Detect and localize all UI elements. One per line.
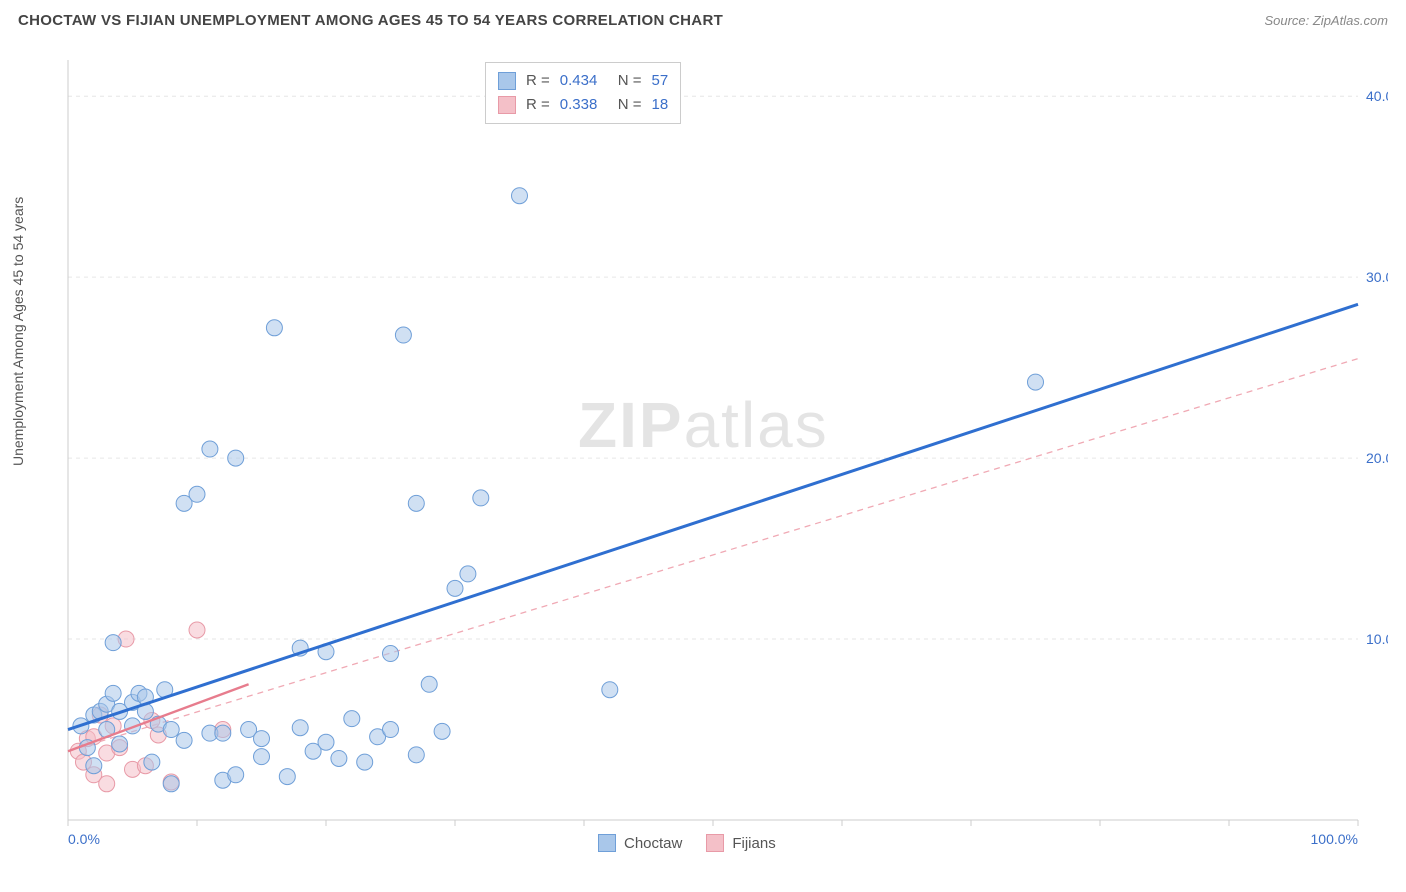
y-tick-label: 30.0% <box>1366 269 1388 285</box>
data-point <box>189 622 205 638</box>
data-point <box>176 732 192 748</box>
n-label: N = <box>618 69 642 93</box>
y-tick-label: 10.0% <box>1366 631 1388 647</box>
data-point <box>408 495 424 511</box>
data-point <box>512 188 528 204</box>
n-value: 57 <box>652 69 669 93</box>
stats-box: R = 0.434 N = 57 R = 0.338 N = 18 <box>485 62 681 124</box>
data-point <box>86 758 102 774</box>
data-point <box>344 711 360 727</box>
data-point <box>460 566 476 582</box>
y-tick-label: 20.0% <box>1366 450 1388 466</box>
chart-title: CHOCTAW VS FIJIAN UNEMPLOYMENT AMONG AGE… <box>18 12 723 29</box>
data-point <box>189 486 205 502</box>
stats-row: R = 0.434 N = 57 <box>498 69 668 93</box>
chart-area: Unemployment Among Ages 45 to 54 years 1… <box>18 46 1388 876</box>
data-point <box>602 682 618 698</box>
data-point <box>99 776 115 792</box>
scatter-chart: 10.0% 20.0% 30.0% 40.0% 0.0% 100.0% <box>18 46 1388 876</box>
data-point <box>215 725 231 741</box>
series-swatch <box>498 96 516 114</box>
data-point <box>105 635 121 651</box>
legend-label: Fijians <box>732 835 775 852</box>
data-point <box>434 723 450 739</box>
y-axis-label: Unemployment Among Ages 45 to 54 years <box>10 197 26 466</box>
series-swatch <box>498 72 516 90</box>
legend-swatch <box>598 834 616 852</box>
legend-item: Fijians <box>706 834 775 852</box>
legend: Choctaw Fijians <box>598 834 776 852</box>
data-point <box>266 320 282 336</box>
n-value: 18 <box>652 93 669 117</box>
data-point <box>408 747 424 763</box>
legend-item: Choctaw <box>598 834 682 852</box>
data-point <box>228 767 244 783</box>
r-value: 0.434 <box>560 69 608 93</box>
r-label: R = <box>526 69 550 93</box>
y-tick-label: 40.0% <box>1366 88 1388 104</box>
data-point <box>395 327 411 343</box>
data-point <box>163 776 179 792</box>
data-point <box>202 441 218 457</box>
data-point <box>144 754 160 770</box>
data-point <box>292 720 308 736</box>
stats-row: R = 0.338 N = 18 <box>498 93 668 117</box>
data-point <box>473 490 489 506</box>
data-point <box>228 450 244 466</box>
r-label: R = <box>526 93 550 117</box>
data-point <box>163 722 179 738</box>
x-tick-label: 100.0% <box>1311 831 1358 847</box>
data-point <box>279 769 295 785</box>
data-point <box>254 749 270 765</box>
data-point <box>383 646 399 662</box>
data-point <box>112 736 128 752</box>
legend-label: Choctaw <box>624 835 682 852</box>
data-point <box>331 750 347 766</box>
data-point <box>357 754 373 770</box>
x-tick-label: 0.0% <box>68 831 100 847</box>
data-point <box>254 731 270 747</box>
data-point <box>383 722 399 738</box>
data-point <box>421 676 437 692</box>
data-point <box>447 580 463 596</box>
data-point <box>1028 374 1044 390</box>
r-value: 0.338 <box>560 93 608 117</box>
data-point <box>105 685 121 701</box>
data-point <box>318 734 334 750</box>
n-label: N = <box>618 93 642 117</box>
source-label: Source: ZipAtlas.com <box>1264 13 1388 28</box>
legend-swatch <box>706 834 724 852</box>
